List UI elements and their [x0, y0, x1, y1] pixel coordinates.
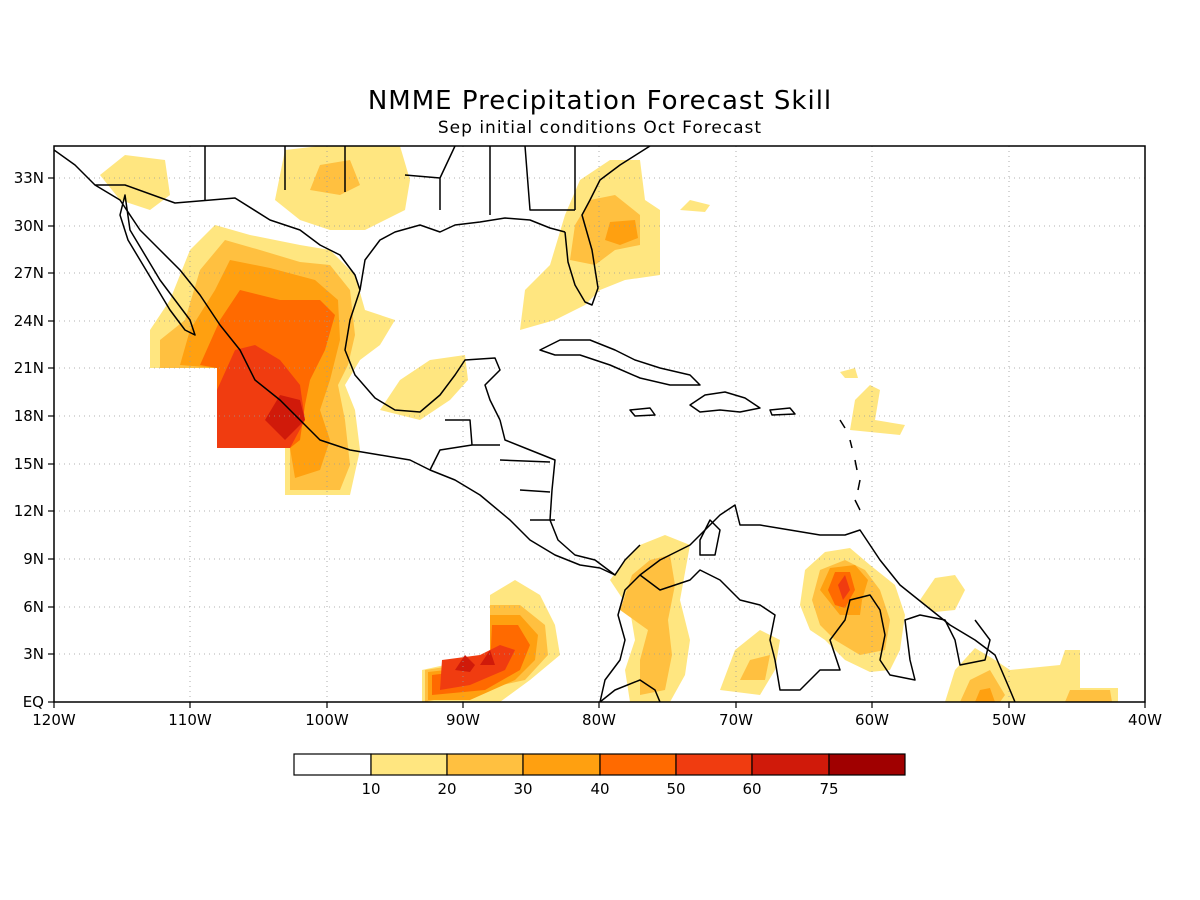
lat-tick-label: 24N	[14, 312, 44, 330]
colorbar-label: 10	[361, 780, 380, 798]
lon-tick-label: 50W	[992, 711, 1026, 729]
skill-region-pacific-50	[440, 645, 515, 690]
skill-shading	[100, 146, 1118, 702]
colorbar-box-1	[370, 753, 448, 776]
skill-region-florida-20	[570, 195, 640, 265]
skill-region-french-guiana	[920, 575, 965, 612]
mexico-gulf-coast	[344, 289, 501, 421]
lat-tick-label: 6N	[23, 598, 44, 616]
south-america-borders	[639, 569, 991, 691]
colorbar	[293, 753, 906, 776]
colorbar-box-2	[446, 753, 524, 776]
skill-region-amapa-30	[975, 688, 995, 702]
central-america-caribbean	[499, 419, 641, 576]
florida	[564, 146, 651, 306]
skill-region-bahamas	[680, 200, 710, 212]
south-america-north-coast	[599, 504, 1016, 702]
central-america-borders	[429, 419, 555, 521]
lat-tick-label: 33N	[14, 169, 44, 187]
lon-tick-label: 40W	[1128, 711, 1162, 729]
colorbar-box-6	[751, 753, 830, 776]
lat-tick-label: 12N	[14, 502, 44, 520]
skill-region-east-atl	[1065, 690, 1112, 702]
lat-tick-label: 27N	[14, 264, 44, 282]
hispaniola	[689, 391, 761, 413]
colorbar-box-7	[828, 753, 906, 776]
lat-tick-label: 18N	[14, 407, 44, 425]
lesser-antilles	[839, 419, 861, 511]
us-state-lines	[204, 146, 576, 215]
lat-tick-label: 30N	[14, 217, 44, 235]
skill-region-baja	[100, 155, 170, 210]
colorbar-box-5	[675, 753, 753, 776]
colorbar-box-3	[522, 753, 601, 776]
skill-region-pacific-60	[455, 650, 495, 672]
colorbar-label: 50	[666, 780, 685, 798]
colorbar-label: 30	[513, 780, 532, 798]
colorbar-box-0	[293, 753, 372, 776]
mexico-west-coast	[94, 184, 616, 576]
colorbar-label: 40	[590, 780, 609, 798]
colorbar-label: 20	[437, 780, 456, 798]
graticule	[54, 146, 1145, 702]
lon-tick-label: 80W	[582, 711, 616, 729]
skill-region-guiana-50	[838, 575, 850, 600]
skill-region-antilles	[850, 385, 905, 435]
colorbar-labels: 10 20 30 40 50 60 75	[361, 780, 838, 798]
skill-region-mexico-60	[265, 395, 305, 440]
lon-tick-label: 90W	[446, 711, 480, 729]
lat-tick-label: 9N	[23, 550, 44, 568]
skill-region-venezuela-20	[740, 655, 770, 680]
colorbar-box-4	[599, 753, 677, 776]
colorbar-label: 75	[819, 780, 838, 798]
lon-tick-label: 120W	[32, 711, 76, 729]
page-subtitle: Sep initial conditions Oct Forecast	[437, 118, 763, 138]
lon-tick-label: 100W	[305, 711, 349, 729]
ecuador-peru	[599, 679, 661, 702]
lat-tick-labels: EQ 3N 6N 9N 12N 15N 18N 21N 24N 27N 30N …	[14, 169, 44, 711]
gulf-coast-north	[359, 217, 566, 291]
baja-california	[119, 194, 196, 336]
lat-tick-label: 15N	[14, 455, 44, 473]
lat-tick-label: 3N	[23, 645, 44, 663]
lat-tick-label: 21N	[14, 359, 44, 377]
jamaica	[629, 407, 656, 417]
colorbar-label: 60	[742, 780, 761, 798]
lon-tick-label: 60W	[855, 711, 889, 729]
skill-region-texas-20	[310, 160, 360, 195]
lon-tick-labels: 120W 110W 100W 90W 80W 70W 60W 50W 40W	[32, 711, 1162, 729]
puerto-rico	[769, 407, 796, 416]
coastlines	[54, 146, 1016, 702]
maracaibo	[699, 519, 721, 556]
cuba	[539, 339, 701, 386]
lon-tick-label: 70W	[719, 711, 753, 729]
skill-region-amapa-20	[960, 670, 1005, 702]
lat-tick-label: EQ	[23, 693, 44, 711]
skill-region-mexico-east	[380, 355, 468, 420]
tick-marks	[48, 177, 1146, 708]
skill-region-antilles-2	[840, 368, 858, 378]
us-mexico-border	[54, 149, 361, 291]
lon-tick-label: 110W	[168, 711, 212, 729]
page-title: NMME Precipitation Forecast Skill	[367, 86, 833, 116]
